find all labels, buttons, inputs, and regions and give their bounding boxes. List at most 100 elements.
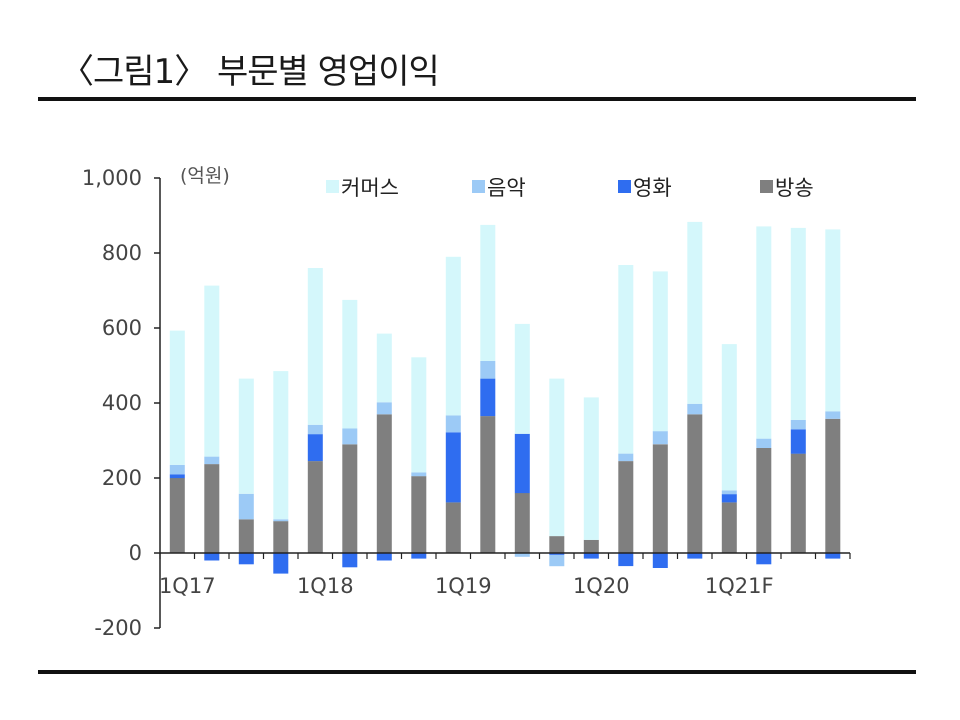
legend-swatch-방송 (760, 180, 773, 193)
bar-1Q18-커머스 (307, 268, 323, 425)
bar-4Q17-영화 (273, 553, 289, 574)
bar-1Q19-영화 (445, 432, 461, 503)
bar-2Q17-커머스 (204, 285, 220, 457)
bar-3Q20-음악 (652, 431, 668, 445)
bar-1Q19-방송 (445, 502, 461, 553)
bar-2Q20-커머스 (618, 265, 634, 454)
bar-2Q18-영화 (342, 553, 358, 568)
bar-4Q21F-영화 (825, 553, 841, 559)
bar-2Q17-영화 (204, 553, 220, 561)
bar-3Q17-커머스 (238, 378, 254, 494)
bar-2Q21F-방송 (756, 448, 772, 553)
bar-4Q19-커머스 (549, 378, 565, 537)
bar-1Q19-커머스 (445, 256, 461, 416)
bar-2Q21F-음악 (756, 438, 772, 448)
legend-swatch-음악 (472, 180, 485, 193)
bar-3Q17-영화 (238, 553, 254, 565)
bar-4Q19-영화 (549, 553, 565, 555)
bar-2Q18-음악 (342, 428, 358, 445)
bar-3Q20-영화 (652, 553, 668, 568)
bar-2Q20-방송 (618, 461, 634, 553)
x-tick-label: 1Q21F (705, 574, 774, 598)
y-tick-label: 800 (102, 241, 142, 265)
bar-2Q21F-커머스 (756, 226, 772, 439)
x-tick-label: 1Q17 (159, 574, 216, 598)
legend-swatch-커머스 (326, 180, 339, 193)
bar-1Q20-커머스 (583, 397, 599, 540)
bar-1Q17-방송 (169, 478, 185, 553)
bar-2Q20-영화 (618, 553, 634, 567)
bar-4Q18-영화 (411, 553, 427, 559)
y-tick-label: 400 (102, 391, 142, 415)
bar-3Q17-음악 (238, 493, 254, 520)
bar-1Q17-커머스 (169, 330, 185, 465)
x-tick-label: 1Q19 (435, 574, 492, 598)
bar-1Q17-영화 (169, 474, 185, 479)
bar-3Q19-영화 (514, 433, 530, 494)
legend-label-커머스: 커머스 (341, 176, 399, 200)
y-tick-label: 0 (129, 541, 142, 565)
bar-4Q18-커머스 (411, 357, 427, 473)
bar-1Q21F-음악 (721, 490, 737, 495)
bar-4Q19-음악 (549, 554, 565, 567)
bar-2Q19-음악 (480, 361, 496, 379)
bar-2Q20-음악 (618, 453, 634, 462)
bar-4Q21F-방송 (825, 418, 841, 554)
bar-2Q18-커머스 (342, 299, 358, 429)
x-tick-label: 1Q18 (297, 574, 354, 598)
bar-3Q19-커머스 (514, 323, 530, 434)
y-tick-label: 600 (102, 316, 142, 340)
bar-2Q19-방송 (480, 416, 496, 553)
bar-3Q19-방송 (514, 493, 530, 553)
bar-3Q19-음악 (514, 553, 530, 557)
bar-1Q21F-영화 (721, 494, 737, 503)
bar-3Q21F-음악 (790, 419, 806, 430)
bar-1Q21F-커머스 (721, 344, 737, 491)
bar-3Q21F-커머스 (790, 227, 806, 420)
bar-2Q18-방송 (342, 444, 358, 554)
bar-1Q21F-방송 (721, 502, 737, 553)
bottom-rule (38, 670, 916, 674)
bar-3Q20-방송 (652, 444, 668, 554)
bar-1Q18-음악 (307, 424, 323, 435)
bar-2Q21F-영화 (756, 553, 772, 565)
y-tick-label: 200 (102, 466, 142, 490)
bar-3Q17-방송 (238, 519, 254, 554)
y-tick-label: 1,000 (82, 166, 142, 190)
y-tick-label: -200 (94, 616, 142, 640)
bar-3Q18-방송 (376, 414, 392, 554)
bar-3Q18-음악 (376, 402, 392, 415)
bar-4Q20-영화 (687, 553, 703, 559)
bar-4Q21F-커머스 (825, 229, 841, 412)
unit-label: (억원) (180, 165, 230, 187)
legend-label-방송: 방송 (775, 176, 814, 200)
bar-4Q20-방송 (687, 414, 703, 554)
bar-4Q18-방송 (411, 476, 427, 553)
bar-3Q21F-영화 (790, 429, 806, 454)
legend-label-영화: 영화 (633, 176, 672, 200)
bar-2Q17-음악 (204, 456, 220, 465)
legend-swatch-영화 (618, 180, 631, 193)
bar-4Q17-커머스 (273, 371, 289, 520)
bar-4Q17-방송 (273, 521, 289, 553)
bar-1Q18-영화 (307, 434, 323, 462)
bar-1Q18-방송 (307, 461, 323, 553)
bar-4Q18-음악 (411, 472, 427, 477)
bar-1Q20-방송 (583, 539, 599, 553)
bar-4Q19-방송 (549, 536, 565, 553)
bar-3Q21F-방송 (790, 453, 806, 553)
bar-4Q20-커머스 (687, 221, 703, 404)
x-tick-label: 1Q20 (573, 574, 630, 598)
bar-3Q18-영화 (376, 553, 392, 561)
bar-4Q20-음악 (687, 403, 703, 415)
legend-label-음악: 음악 (487, 176, 526, 200)
chart-title: 〈그림1〉 부문별 영업이익 (60, 52, 440, 92)
bar-2Q19-커머스 (480, 224, 496, 361)
top-rule (38, 97, 916, 101)
bar-4Q21F-음악 (825, 411, 841, 419)
bar-4Q17-음악 (273, 519, 289, 522)
bar-1Q19-음악 (445, 415, 461, 433)
bar-2Q17-방송 (204, 464, 220, 553)
bar-2Q19-영화 (480, 378, 496, 417)
